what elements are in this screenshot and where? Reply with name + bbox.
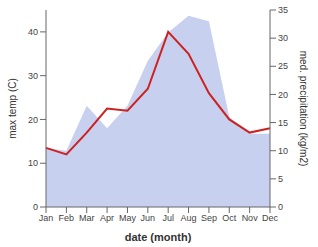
svg-text:Dec: Dec bbox=[262, 213, 279, 223]
svg-text:max temp (C): max temp (C) bbox=[8, 78, 18, 139]
svg-text:20: 20 bbox=[28, 115, 38, 125]
svg-text:Nov: Nov bbox=[242, 213, 259, 223]
svg-text:May: May bbox=[119, 213, 137, 223]
svg-text:30: 30 bbox=[28, 71, 38, 81]
svg-text:Feb: Feb bbox=[59, 213, 75, 223]
svg-text:0: 0 bbox=[33, 202, 38, 212]
svg-text:Aug: Aug bbox=[181, 213, 197, 223]
svg-text:Mar: Mar bbox=[79, 213, 95, 223]
svg-text:0: 0 bbox=[278, 202, 283, 212]
svg-text:med. precipitation (kg/m2): med. precipitation (kg/m2) bbox=[298, 51, 309, 167]
svg-text:Jan: Jan bbox=[39, 213, 54, 223]
svg-text:20: 20 bbox=[278, 90, 288, 100]
svg-text:date (month): date (month) bbox=[125, 231, 192, 243]
svg-text:35: 35 bbox=[278, 5, 288, 15]
svg-text:5: 5 bbox=[278, 174, 283, 184]
svg-text:30: 30 bbox=[278, 33, 288, 43]
svg-text:Oct: Oct bbox=[222, 213, 237, 223]
svg-text:25: 25 bbox=[278, 61, 288, 71]
svg-text:40: 40 bbox=[28, 27, 38, 37]
svg-text:Jul: Jul bbox=[162, 213, 174, 223]
svg-text:Apr: Apr bbox=[100, 213, 114, 223]
svg-text:10: 10 bbox=[278, 146, 288, 156]
svg-text:10: 10 bbox=[28, 158, 38, 168]
svg-text:Sep: Sep bbox=[201, 213, 217, 223]
svg-text:Jun: Jun bbox=[141, 213, 156, 223]
svg-text:15: 15 bbox=[278, 118, 288, 128]
